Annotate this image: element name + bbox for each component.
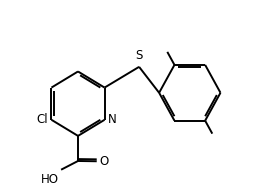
Text: Cl: Cl <box>36 113 48 126</box>
Text: S: S <box>135 49 143 62</box>
Text: O: O <box>99 155 109 168</box>
Text: HO: HO <box>41 173 59 186</box>
Text: N: N <box>108 113 117 126</box>
